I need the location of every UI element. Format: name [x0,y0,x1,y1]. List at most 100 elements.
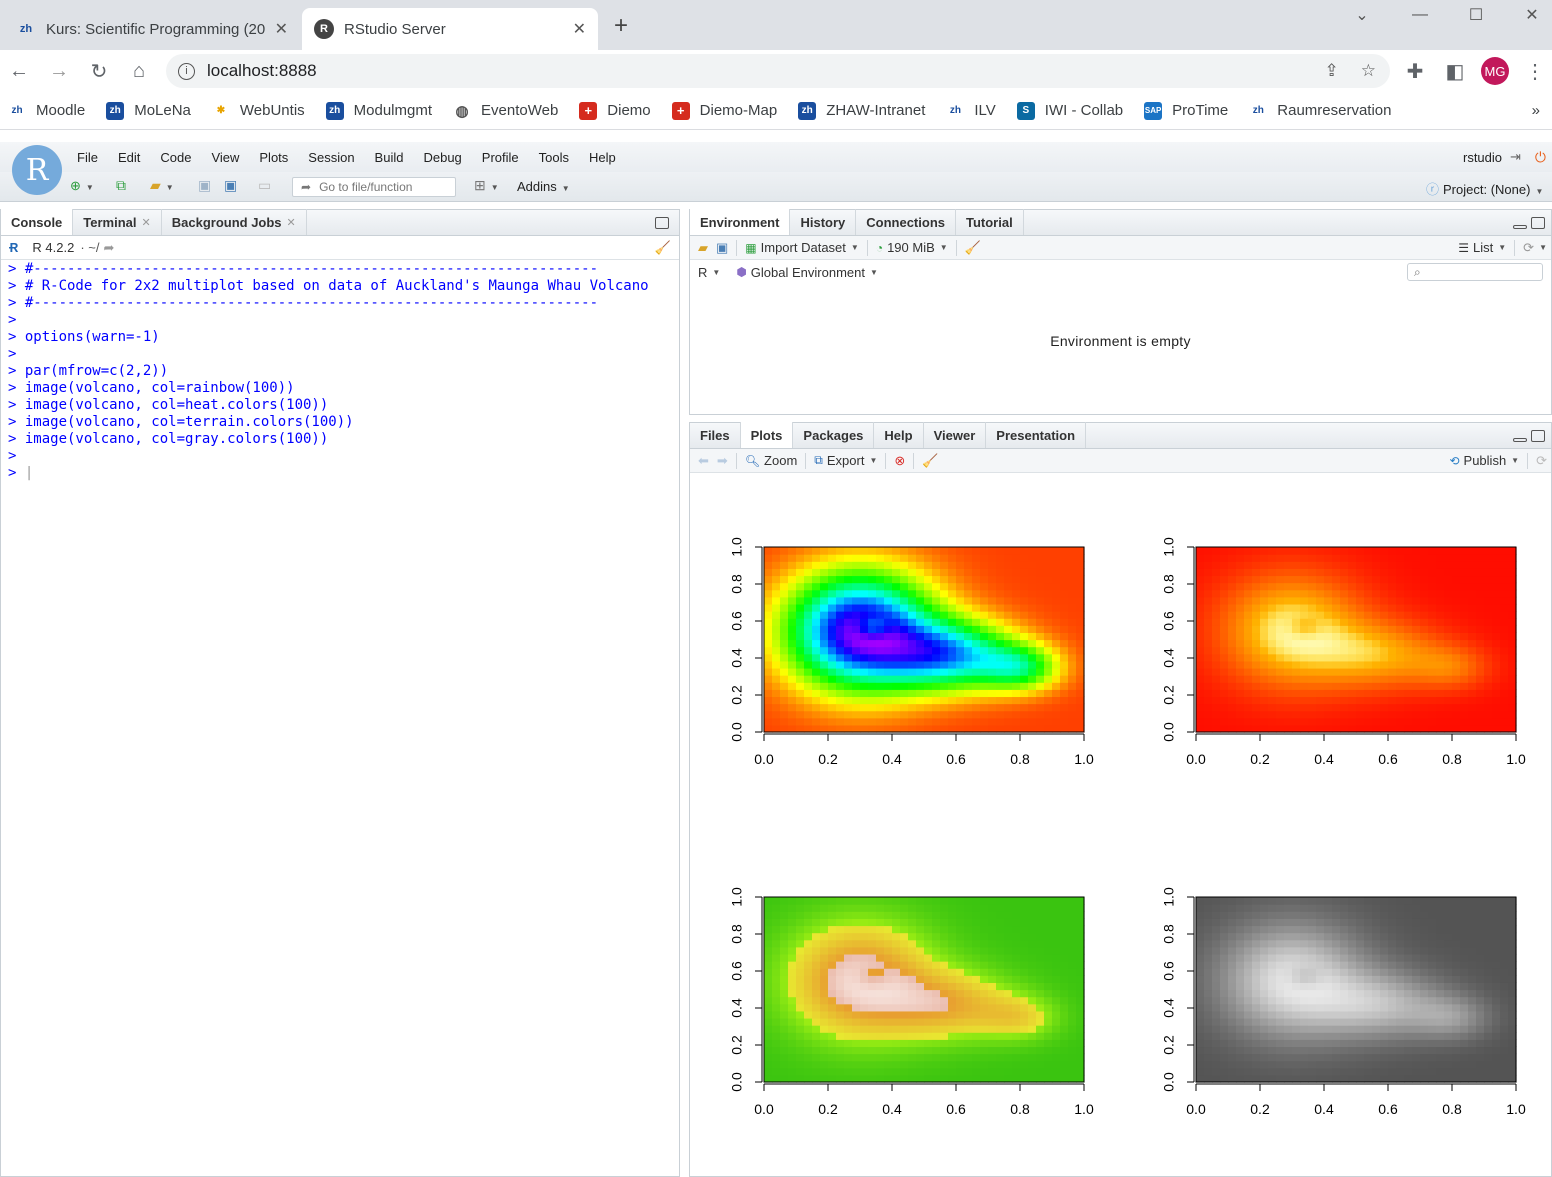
list-view-button[interactable]: ☰ List ▼ [1458,240,1507,255]
extensions-icon[interactable]: ✚ [1406,60,1424,83]
clear-plots-icon[interactable]: 🧹 [922,452,939,468]
tab-history[interactable]: History [790,209,857,235]
bookmark-molena[interactable]: zh MoLeNa [106,101,191,120]
maximize-icon[interactable]: ☐ [1468,7,1484,24]
remove-plot-icon[interactable]: ⊗ [894,452,906,468]
menu-edit[interactable]: Edit [117,149,141,165]
menu-tools[interactable]: Tools [538,149,569,165]
refresh-icon[interactable]: ⟳ ▼ [1523,239,1547,255]
bookmark-eventoweb[interactable]: ◍ EventoWeb [453,102,558,120]
menu-view[interactable]: View [211,149,240,165]
browser-tab-rstudio[interactable]: R RStudio Server ✕ [302,8,598,50]
tab-files[interactable]: Files [690,422,741,448]
maximize-pane-icon[interactable] [1531,430,1545,442]
menu-session[interactable]: Session [308,149,355,165]
close-tab-icon[interactable]: ✕ [286,216,296,229]
tab-help[interactable]: Help [874,422,924,448]
tab-plots[interactable]: Plots [740,422,794,448]
clear-objects-icon[interactable]: 🧹 [964,239,981,255]
new-file-icon[interactable]: ⊕ ▼ [70,178,94,193]
bookmark-zhaw-intranet[interactable]: zh ZHAW-Intranet [798,101,925,120]
load-workspace-icon[interactable]: ▰ [698,239,708,255]
bookmark-ilv[interactable]: zh ILV [946,102,996,120]
goto-file-input[interactable]: ➦ Go to file/function [292,177,456,197]
save-all-icon[interactable]: ▣ [224,177,238,193]
bookmark-protime[interactable]: SAP ProTime [1144,101,1229,120]
address-bar[interactable]: i localhost:8888 ⇪ ☆ [166,54,1390,88]
bookmark-webuntis[interactable]: ✱ WebUntis [212,102,305,120]
console-cursor[interactable]: | [24,465,34,481]
browser-tab-kurs[interactable]: zh Kurs: Scientific Programming (20… ✕ [4,8,300,50]
bookmark-raumreservation[interactable]: zh Raumreservation [1249,102,1392,120]
goto-dir-icon[interactable]: ➦ [103,239,115,255]
chevron-down-icon[interactable]: ⌄ [1355,7,1369,24]
home-icon[interactable]: ⌂ [132,59,146,82]
working-dir[interactable]: · ~/ [80,240,100,255]
tab-tutorial[interactable]: Tutorial [956,209,1024,235]
save-workspace-icon[interactable]: ▣ [716,239,729,255]
console-output[interactable]: > #-------------------------------------… [1,260,679,482]
tab-background-jobs[interactable]: Background Jobs ✕ [162,209,307,235]
previous-plot-icon[interactable]: ⬅ [698,452,709,468]
menu-build[interactable]: Build [374,149,404,165]
bookmark-moodle[interactable]: zh Moodle [8,102,85,120]
tab-presentation[interactable]: Presentation [986,422,1087,448]
share-icon[interactable]: ⇪ [1324,61,1339,80]
back-icon[interactable]: ← [9,59,29,82]
menu-code[interactable]: Code [160,149,192,165]
bookmark-modulmgmt[interactable]: zh Modulmgmt [325,101,432,120]
open-file-icon[interactable]: ▰ ▼ [150,177,174,193]
language-select[interactable]: R ▼ [698,264,721,280]
save-icon[interactable]: ▣ [198,177,212,193]
power-icon[interactable]: ⏻ [1534,148,1546,165]
bookmark-iwi-collab[interactable]: S IWI - Collab [1016,101,1123,120]
menu-help[interactable]: Help [589,149,616,165]
tab-console[interactable]: Console [1,209,74,235]
zoom-button[interactable]: 🔍︎ Zoom [744,453,798,468]
print-icon[interactable]: ▭ [258,177,272,193]
next-plot-icon[interactable]: ➡ [716,452,728,468]
addins-menu[interactable]: Addins ▼ [517,179,570,194]
reload-icon[interactable]: ↻ [90,60,108,83]
more-bookmarks-icon[interactable]: » [1531,102,1540,119]
forward-icon[interactable]: → [49,59,69,82]
sign-out-icon[interactable]: ⇥ [1510,149,1521,164]
grid-layout-icon[interactable]: ⊞ ▼ [474,177,499,193]
tab-packages[interactable]: Packages [793,422,875,448]
menu-profile[interactable]: Profile [481,149,519,165]
close-tab-icon[interactable]: ✕ [572,21,586,38]
search-input[interactable]: ⌕ [1407,263,1543,281]
minimize-icon[interactable]: — [1412,6,1428,23]
import-dataset-button[interactable]: ▦ Import Dataset ▼ [745,240,859,255]
maximize-pane-icon[interactable] [655,217,669,229]
bookmark-diemo-map[interactable]: + Diemo-Map [671,101,777,120]
menu-debug[interactable]: Debug [423,149,462,165]
export-button[interactable]: ⧉ Export ▼ [814,453,878,468]
minimize-pane-icon[interactable] [1513,438,1527,442]
new-tab-icon[interactable]: + [614,12,629,39]
minimize-pane-icon[interactable] [1513,225,1527,229]
sidepanel-icon[interactable]: ◧ [1445,60,1465,83]
project-menu[interactable]: ⓡ Project: (None) ▼ [1426,182,1544,197]
close-tab-icon[interactable]: ✕ [274,21,288,38]
more-menu-icon[interactable]: ⋮ [1525,60,1545,83]
tab-environment[interactable]: Environment [690,209,791,235]
menu-plots[interactable]: Plots [259,149,289,165]
tab-viewer[interactable]: Viewer [924,422,987,448]
close-tab-icon[interactable]: ✕ [141,216,151,229]
close-window-icon[interactable]: ✕ [1525,7,1539,24]
maximize-pane-icon[interactable] [1531,217,1545,229]
publish-button[interactable]: ⟲ Publish ▼ [1449,453,1520,468]
menu-file[interactable]: File [77,149,98,165]
tab-terminal[interactable]: Terminal ✕ [73,209,162,235]
new-project-icon[interactable]: ⧉ [116,177,126,193]
clear-console-icon[interactable]: 🧹 [654,239,671,255]
bookmark-star-icon[interactable]: ☆ [1360,61,1376,80]
profile-avatar[interactable]: MG [1481,57,1509,85]
info-icon[interactable]: i [178,62,195,80]
bookmark-diemo[interactable]: + Diemo [579,101,651,120]
tab-connections[interactable]: Connections [856,209,956,235]
scope-select[interactable]: ⬢ Global Environment ▼ [736,264,878,280]
memory-usage-button[interactable]: ◔ 190 MiB ▼ [875,240,948,255]
refresh-icon[interactable]: ⟳ [1536,452,1547,468]
